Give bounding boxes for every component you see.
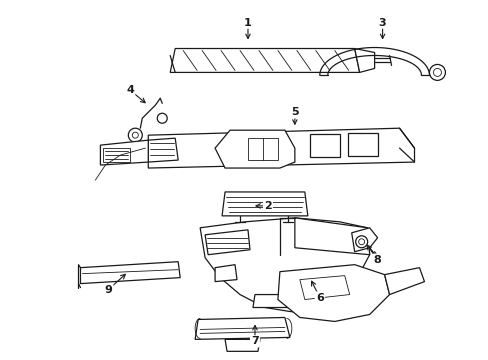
Polygon shape (247, 138, 277, 160)
Polygon shape (215, 130, 294, 168)
Polygon shape (81, 262, 180, 284)
Text: 3: 3 (378, 18, 386, 28)
Polygon shape (100, 140, 148, 165)
Text: 7: 7 (250, 336, 258, 346)
Polygon shape (384, 268, 424, 294)
Polygon shape (252, 294, 291, 307)
Text: 2: 2 (264, 201, 271, 211)
Text: 6: 6 (315, 293, 323, 302)
Text: 1: 1 (244, 18, 251, 28)
Polygon shape (204, 230, 249, 255)
Polygon shape (170, 49, 359, 72)
Polygon shape (294, 218, 369, 255)
Polygon shape (224, 339, 260, 351)
Polygon shape (277, 265, 389, 321)
Text: 4: 4 (126, 85, 134, 95)
Polygon shape (195, 318, 289, 339)
Polygon shape (299, 276, 349, 300)
Polygon shape (215, 265, 237, 282)
Polygon shape (200, 218, 369, 315)
Text: 8: 8 (373, 255, 381, 265)
Text: 5: 5 (290, 107, 298, 117)
Polygon shape (222, 192, 307, 216)
Polygon shape (103, 148, 130, 162)
Text: 9: 9 (104, 284, 112, 294)
Polygon shape (148, 128, 414, 168)
Polygon shape (351, 228, 377, 252)
Polygon shape (148, 138, 178, 162)
Polygon shape (309, 134, 339, 157)
Polygon shape (354, 49, 374, 72)
Polygon shape (347, 133, 377, 156)
